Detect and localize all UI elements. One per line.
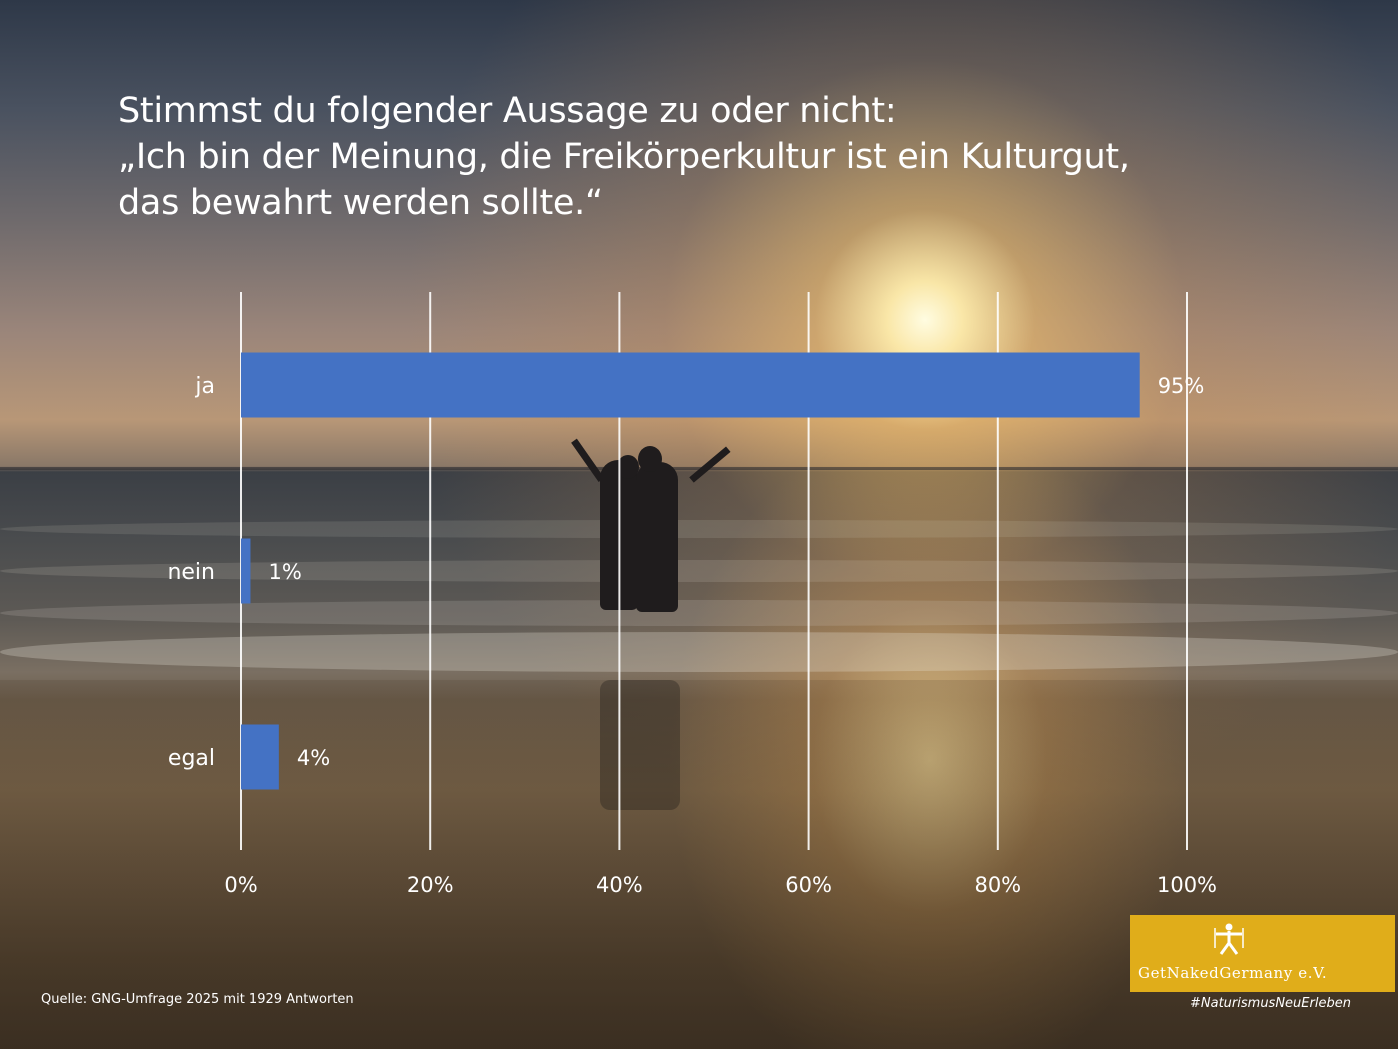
- bar-ja: [241, 352, 1140, 418]
- category-label: nein: [167, 560, 215, 585]
- x-tick-label: 80%: [974, 873, 1021, 897]
- category-label: ja: [194, 374, 215, 399]
- data-label: 95%: [1158, 374, 1205, 398]
- title-line-2: „Ich bin der Meinung, die Freikörperkult…: [118, 137, 1130, 177]
- labels: 0% 20% 40% 60% 80% 100% ja 95% nein 1% egal 4%: [167, 374, 1217, 897]
- x-tick-label: 0%: [224, 873, 257, 897]
- bar-egal: [241, 724, 279, 790]
- data-label: 1%: [268, 560, 301, 584]
- bars: [241, 352, 1140, 790]
- title-line-3: das bewahrt werden sollte.“: [118, 183, 603, 223]
- x-tick-label: 40%: [596, 873, 643, 897]
- logo-box: [1130, 915, 1395, 992]
- data-label: 4%: [297, 746, 330, 770]
- title-line-1: Stimmst du folgender Aussage zu oder nic…: [118, 91, 897, 131]
- x-tick-label: 60%: [785, 873, 832, 897]
- wave: [0, 600, 1398, 626]
- wave: [0, 520, 1398, 538]
- logo-text: GetNakedGermany e.V.: [1138, 964, 1328, 982]
- hashtag: #NaturismusNeuErleben: [1190, 996, 1351, 1011]
- person-head: [617, 455, 639, 479]
- wave: [0, 560, 1398, 582]
- silhouette-reflection: [600, 680, 680, 810]
- x-tick-label: 100%: [1157, 873, 1217, 897]
- bar-nein: [241, 538, 251, 604]
- x-tick-label: 20%: [407, 873, 454, 897]
- wave: [0, 632, 1398, 672]
- category-label: egal: [168, 746, 215, 771]
- source-note: Quelle: GNG-Umfrage 2025 mit 1929 Antwor…: [41, 992, 354, 1007]
- vitruvian-figure-icon: [1214, 923, 1244, 955]
- chart-title: Stimmst du folgender Aussage zu oder nic…: [118, 88, 1268, 226]
- person-silhouette: [636, 462, 678, 612]
- person-head: [638, 446, 662, 472]
